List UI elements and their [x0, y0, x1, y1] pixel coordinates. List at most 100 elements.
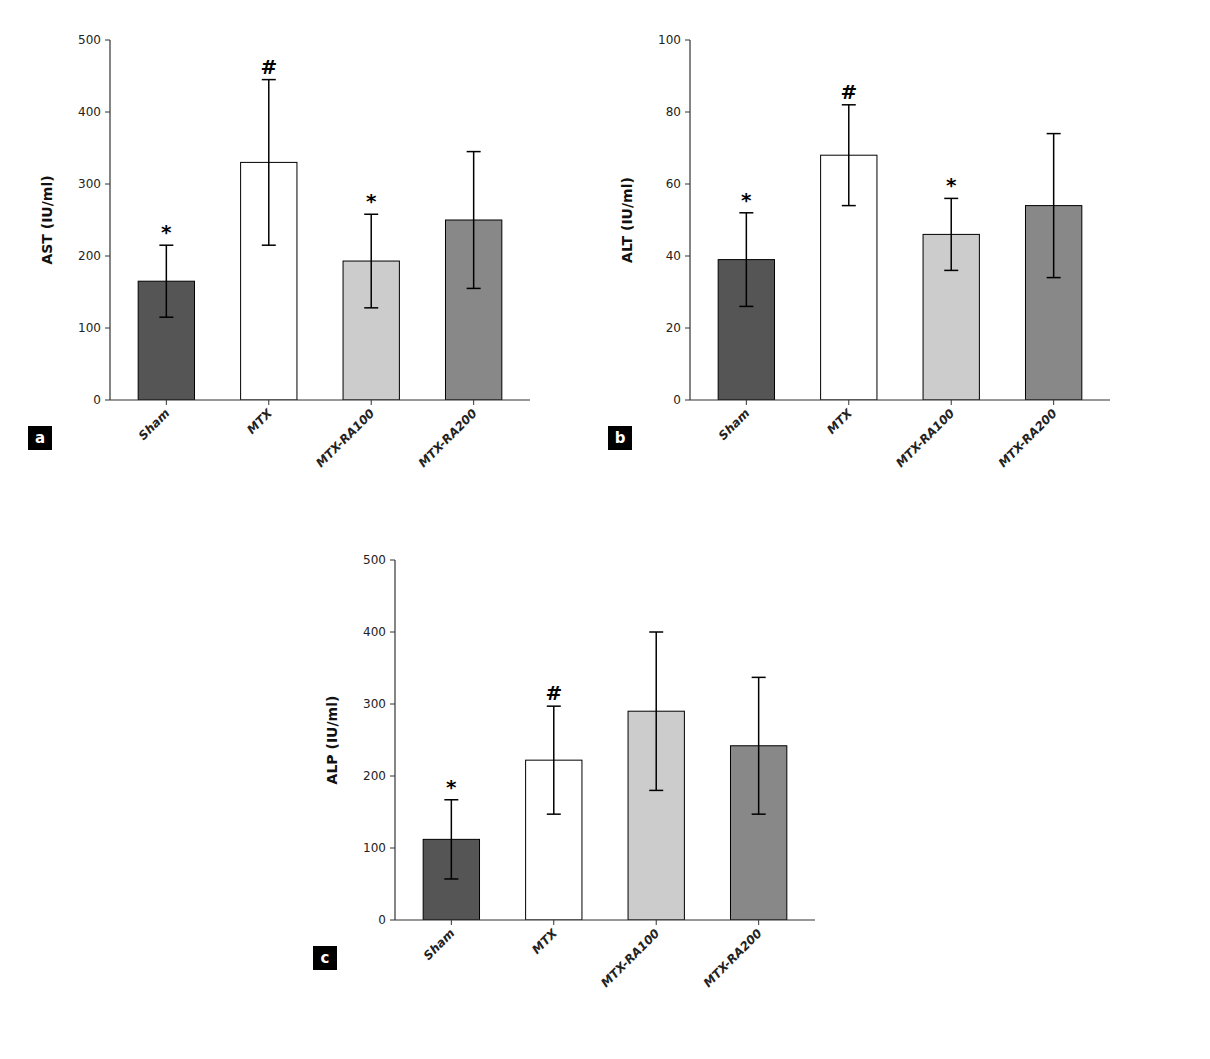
panel: *#*0100200300400500ShamMTXMTX-RA100MTX-R…	[28, 33, 530, 470]
y-tick	[390, 920, 395, 921]
x-tick-label: MTX-RA100	[893, 406, 957, 470]
y-tick	[105, 400, 110, 401]
x-tick-label: MTX	[529, 926, 560, 957]
y-tick-label: 0	[673, 393, 681, 407]
x-tick-label: Sham	[136, 406, 173, 443]
error-line	[758, 677, 760, 814]
error-bar	[944, 198, 958, 270]
panel-label-box	[313, 946, 337, 970]
error-bar	[739, 213, 753, 307]
panel: *#0100200300400500ShamMTXMTX-RA100MTX-RA…	[313, 553, 815, 990]
error-cap	[739, 306, 753, 308]
y-tick	[105, 328, 110, 329]
y-axis-line	[689, 40, 690, 400]
x-tick-label: Sham	[421, 926, 458, 963]
y-tick-label: 0	[93, 393, 101, 407]
panel-label: c	[321, 949, 330, 967]
panel: *#*020406080100ShamMTXMTX-RA100MTX-RA200…	[608, 33, 1110, 470]
x-tick-label: MTX	[244, 406, 275, 437]
y-tick-label: 300	[78, 177, 101, 191]
error-bar	[159, 245, 173, 317]
y-tick	[390, 560, 395, 561]
error-line	[950, 198, 952, 270]
y-tick	[105, 256, 110, 257]
y-tick	[685, 328, 690, 329]
y-tick-label: 100	[78, 321, 101, 335]
annotation: *	[446, 775, 457, 799]
error-cap	[842, 205, 856, 207]
error-line	[553, 706, 555, 814]
x-tick	[268, 400, 269, 405]
error-line	[746, 213, 748, 307]
x-tick	[848, 400, 849, 405]
y-tick	[685, 40, 690, 41]
y-tick-label: 300	[363, 697, 386, 711]
panel-label-box	[28, 426, 52, 450]
error-line	[166, 245, 168, 317]
y-tick	[685, 184, 690, 185]
y-tick	[105, 184, 110, 185]
error-line	[268, 80, 270, 246]
y-axis-line	[109, 40, 110, 400]
figure: *#*0100200300400500ShamMTXMTX-RA100MTX-R…	[0, 0, 1210, 1059]
y-tick	[685, 400, 690, 401]
error-cap	[547, 705, 561, 707]
x-tick	[758, 920, 759, 925]
x-tick-label: MTX-RA200	[416, 406, 480, 470]
x-axis-line	[690, 399, 1110, 400]
x-tick	[553, 920, 554, 925]
error-cap	[752, 813, 766, 815]
y-tick-label: 500	[78, 33, 101, 47]
y-axis-label: ALT (IU/ml)	[619, 177, 635, 263]
x-tick	[166, 400, 167, 405]
error-line	[370, 214, 372, 308]
x-tick-label: MTX-RA200	[701, 926, 765, 990]
panel-label-box	[608, 426, 632, 450]
error-cap	[944, 198, 958, 200]
annotation: #	[260, 55, 277, 79]
y-tick-label: 200	[78, 249, 101, 263]
plot-area	[423, 632, 787, 920]
y-axis-label: AST (IU/ml)	[39, 175, 55, 264]
error-bar	[547, 706, 561, 814]
y-tick-label: 400	[78, 105, 101, 119]
error-cap	[649, 631, 663, 633]
annotation: *	[366, 189, 377, 213]
y-tick	[105, 112, 110, 113]
error-cap	[159, 244, 173, 246]
x-tick	[746, 400, 747, 405]
annotation: *	[946, 173, 957, 197]
error-bar	[262, 80, 276, 246]
y-tick	[390, 776, 395, 777]
error-cap	[1047, 133, 1061, 135]
error-cap	[364, 307, 378, 309]
x-tick-label: Sham	[716, 406, 753, 443]
y-tick	[685, 112, 690, 113]
x-axis-line	[395, 919, 815, 920]
y-tick-label: 20	[666, 321, 681, 335]
y-tick	[390, 704, 395, 705]
error-cap	[364, 213, 378, 215]
error-cap	[444, 878, 458, 880]
error-bar	[364, 214, 378, 308]
y-tick-label: 200	[363, 769, 386, 783]
error-cap	[467, 288, 481, 290]
y-tick-label: 100	[363, 841, 386, 855]
y-tick	[105, 40, 110, 41]
x-tick	[656, 920, 657, 925]
x-tick-label: MTX-RA100	[598, 926, 662, 990]
panel-label: b	[615, 429, 626, 447]
plot-area	[718, 105, 1082, 400]
annotation: #	[545, 681, 562, 705]
y-tick-label: 60	[666, 177, 681, 191]
x-tick-label: MTX	[824, 406, 855, 437]
annotation: *	[161, 220, 172, 244]
annotation: #	[840, 80, 857, 104]
error-cap	[262, 79, 276, 81]
error-line	[848, 105, 850, 206]
error-cap	[752, 677, 766, 679]
error-line	[473, 152, 475, 289]
y-tick	[390, 632, 395, 633]
error-line	[451, 800, 453, 879]
error-cap	[262, 244, 276, 246]
